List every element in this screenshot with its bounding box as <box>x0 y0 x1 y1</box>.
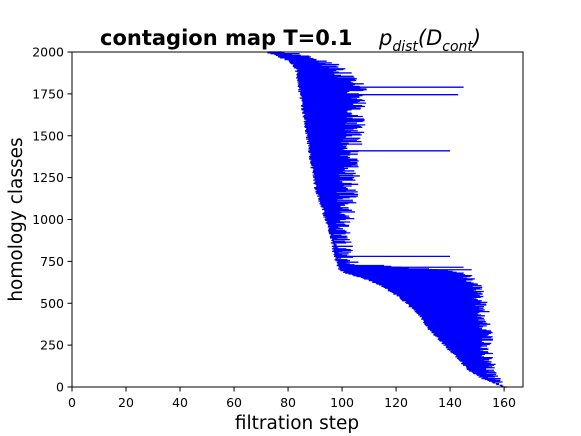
x-tick-label: 0 <box>68 395 76 410</box>
y-axis-label: homology classes <box>6 137 27 301</box>
y-tick-label: 750 <box>40 254 64 269</box>
chart-title-math: pdist(Dcont) <box>378 26 481 55</box>
y-axis-ticks: 0 250 500 750 1000 1250 1500 1750 2000 <box>32 45 72 395</box>
title-math-base-sub: dist <box>392 39 418 55</box>
x-tick-label: 60 <box>226 395 242 410</box>
y-tick-label: 1000 <box>32 212 64 227</box>
title-math-arg: D <box>426 26 442 50</box>
y-tick-label: 1750 <box>32 86 64 101</box>
x-tick-label: 20 <box>118 395 134 410</box>
x-axis-ticks: 0 20 40 60 80 100 120 140 160 <box>68 387 516 410</box>
y-tick-label: 0 <box>56 380 64 395</box>
title-math-arg-sub: cont <box>442 39 473 55</box>
y-tick-label: 1500 <box>32 128 64 143</box>
y-tick-label: 500 <box>40 296 64 311</box>
x-tick-label: 40 <box>172 395 188 410</box>
chart-title: contagion map T=0.1 <box>100 26 352 50</box>
y-tick-label: 250 <box>40 338 64 353</box>
title-math-base: p <box>378 26 392 50</box>
plot-frame <box>71 51 524 388</box>
x-tick-label: 100 <box>330 395 354 410</box>
x-tick-label: 80 <box>280 395 296 410</box>
x-tick-label: 160 <box>492 395 516 410</box>
x-axis-label: filtration step <box>235 413 359 434</box>
persistence-bars <box>267 51 507 388</box>
x-tick-label: 120 <box>384 395 408 410</box>
y-tick-label: 2000 <box>32 45 64 60</box>
x-tick-label: 140 <box>438 395 462 410</box>
y-tick-label: 1250 <box>32 170 64 185</box>
